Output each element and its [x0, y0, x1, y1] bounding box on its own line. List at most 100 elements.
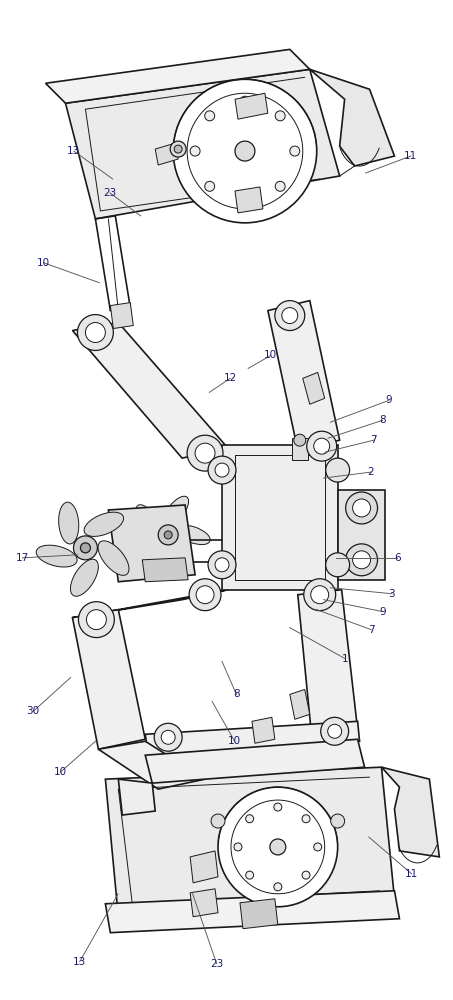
Circle shape [314, 438, 330, 454]
Circle shape [304, 579, 336, 611]
Circle shape [282, 308, 298, 324]
Circle shape [77, 315, 113, 350]
Circle shape [311, 586, 329, 604]
Circle shape [208, 456, 236, 484]
Text: 1: 1 [342, 654, 348, 664]
Text: 30: 30 [27, 706, 40, 716]
Polygon shape [310, 69, 395, 166]
Circle shape [270, 839, 286, 855]
Text: 11: 11 [405, 869, 418, 879]
Text: 7: 7 [368, 625, 374, 635]
Circle shape [275, 181, 285, 191]
Text: 10: 10 [37, 258, 50, 268]
Polygon shape [145, 721, 360, 755]
Text: 11: 11 [404, 151, 417, 161]
Circle shape [328, 724, 342, 738]
Text: 3: 3 [389, 589, 395, 599]
Circle shape [187, 435, 223, 471]
Polygon shape [235, 93, 268, 119]
Circle shape [170, 141, 186, 157]
Text: 23: 23 [103, 188, 116, 198]
Circle shape [218, 787, 337, 907]
Circle shape [314, 843, 322, 851]
Polygon shape [98, 741, 205, 789]
Text: 6: 6 [394, 553, 400, 563]
Circle shape [246, 871, 254, 879]
Polygon shape [252, 717, 275, 743]
Circle shape [215, 558, 229, 572]
Circle shape [196, 586, 214, 604]
Polygon shape [190, 889, 218, 917]
Circle shape [274, 883, 282, 891]
Polygon shape [106, 767, 395, 917]
Circle shape [174, 145, 182, 153]
Ellipse shape [84, 512, 124, 536]
Polygon shape [190, 851, 218, 883]
Circle shape [346, 492, 377, 524]
Circle shape [246, 815, 254, 823]
Circle shape [240, 196, 250, 206]
Circle shape [73, 536, 97, 560]
Circle shape [274, 803, 282, 811]
Text: 10: 10 [264, 350, 277, 360]
Text: 9: 9 [386, 395, 392, 405]
Circle shape [187, 93, 303, 209]
Circle shape [352, 551, 371, 569]
Circle shape [234, 843, 242, 851]
Circle shape [275, 301, 305, 331]
Text: 9: 9 [380, 607, 386, 617]
Circle shape [307, 431, 337, 461]
Circle shape [275, 111, 285, 121]
Polygon shape [142, 558, 188, 582]
Polygon shape [290, 689, 310, 719]
Polygon shape [145, 739, 365, 783]
Polygon shape [108, 505, 195, 582]
Text: 10: 10 [54, 767, 67, 777]
Circle shape [205, 111, 215, 121]
Text: 2: 2 [368, 467, 374, 477]
Circle shape [326, 458, 350, 482]
Circle shape [211, 814, 225, 828]
Circle shape [195, 443, 215, 463]
Circle shape [331, 814, 345, 828]
Polygon shape [240, 899, 278, 929]
Text: 17: 17 [16, 553, 29, 563]
Ellipse shape [130, 540, 165, 559]
Ellipse shape [58, 502, 79, 544]
Circle shape [164, 531, 172, 539]
Circle shape [321, 717, 349, 745]
Circle shape [87, 610, 106, 630]
Text: 13: 13 [73, 957, 87, 967]
Circle shape [205, 181, 215, 191]
Polygon shape [381, 767, 439, 857]
Polygon shape [106, 891, 400, 933]
Circle shape [302, 871, 310, 879]
Polygon shape [298, 590, 357, 737]
Text: 13: 13 [67, 146, 81, 156]
Circle shape [240, 96, 250, 106]
Circle shape [290, 146, 300, 156]
Ellipse shape [176, 525, 210, 545]
Circle shape [352, 499, 371, 517]
Circle shape [189, 579, 221, 611]
Circle shape [81, 543, 91, 553]
Text: 23: 23 [210, 959, 223, 969]
Ellipse shape [163, 496, 188, 526]
Polygon shape [222, 445, 337, 590]
Circle shape [78, 602, 114, 638]
Circle shape [161, 730, 175, 744]
Text: 8: 8 [380, 415, 386, 425]
Circle shape [158, 525, 178, 545]
Polygon shape [72, 590, 228, 618]
Polygon shape [72, 610, 145, 749]
Ellipse shape [136, 505, 160, 536]
Polygon shape [268, 301, 340, 450]
Polygon shape [155, 143, 178, 165]
Ellipse shape [98, 541, 129, 575]
Ellipse shape [168, 541, 184, 577]
Circle shape [326, 553, 350, 577]
Polygon shape [235, 187, 263, 213]
Polygon shape [66, 69, 340, 219]
Ellipse shape [71, 559, 98, 596]
Polygon shape [46, 49, 310, 103]
